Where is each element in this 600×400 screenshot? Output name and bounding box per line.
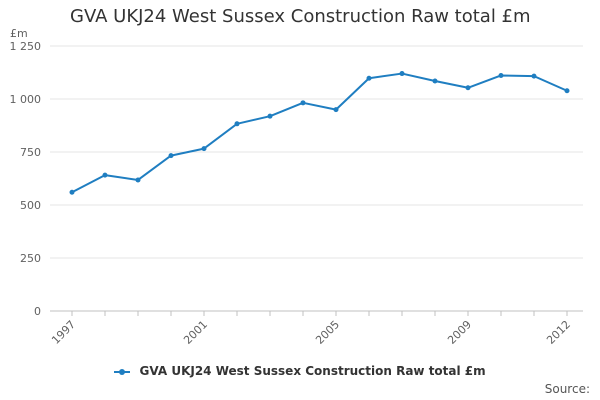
data-point[interactable] [366, 75, 372, 81]
x-axis-ticks [71, 311, 568, 316]
data-point[interactable] [531, 73, 537, 79]
data-point[interactable] [234, 121, 240, 127]
data-point[interactable] [69, 189, 75, 195]
legend-swatch-icon [114, 368, 131, 375]
x-tick-label: 2012 [544, 318, 573, 347]
legend[interactable]: GVA UKJ24 West Sussex Construction Raw t… [0, 364, 600, 378]
x-axis-tick-labels: 1997 2001 2005 2009 2012 [49, 318, 573, 347]
data-point[interactable] [168, 153, 174, 159]
data-point[interactable] [201, 146, 207, 152]
data-point[interactable] [300, 100, 306, 106]
y-tick-label: 500 [20, 199, 41, 212]
data-point[interactable] [564, 88, 570, 94]
data-point[interactable] [399, 71, 405, 77]
data-point[interactable] [135, 177, 141, 183]
data-point[interactable] [498, 72, 504, 78]
series-line-0 [71, 72, 568, 194]
chart-title: GVA UKJ24 West Sussex Construction Raw t… [70, 6, 531, 27]
x-tick-label: 2005 [313, 318, 342, 347]
data-point[interactable] [267, 113, 273, 119]
gridlines [50, 45, 583, 312]
data-point[interactable] [465, 85, 471, 91]
x-tick-label: 1997 [49, 318, 78, 347]
series-layer [69, 71, 570, 195]
y-axis-tick-labels: 0 250 500 750 1 000 1 250 [10, 40, 42, 318]
y-tick-label: 1 250 [10, 40, 42, 53]
data-point[interactable] [333, 107, 339, 113]
source-label: Source: [544, 382, 590, 396]
y-tick-label: 750 [20, 146, 41, 159]
data-point[interactable] [432, 78, 438, 84]
y-axis-unit-label: £m [10, 27, 28, 40]
x-tick-label: 2001 [181, 318, 210, 347]
x-tick-label: 2009 [445, 318, 474, 347]
y-tick-label: 1 000 [10, 93, 42, 106]
legend-item-label: GVA UKJ24 West Sussex Construction Raw t… [139, 364, 486, 378]
data-point[interactable] [102, 172, 108, 178]
y-tick-label: 0 [34, 305, 41, 318]
y-tick-label: 250 [20, 252, 41, 265]
